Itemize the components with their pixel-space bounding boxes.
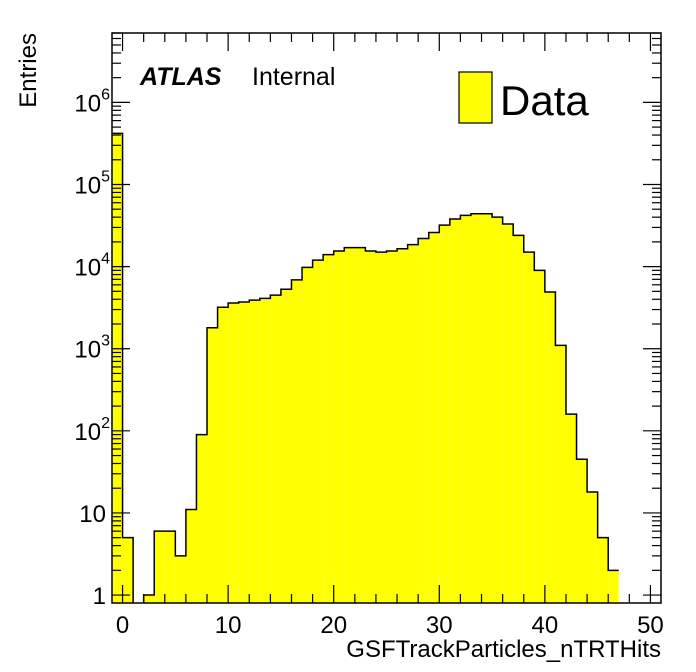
histogram-bar (217, 307, 229, 603)
histogram-bar (608, 570, 619, 603)
histogram-bar (238, 302, 250, 603)
histogram-bar (312, 260, 324, 603)
histogram-bar (470, 213, 482, 603)
histogram-bar (555, 345, 566, 603)
histogram-bar (196, 434, 208, 603)
plot-area (112, 132, 619, 603)
histogram-bar (565, 414, 577, 603)
histogram-bar (407, 244, 419, 603)
status-label: Internal (252, 63, 335, 91)
histogram-bar (397, 248, 408, 603)
y-tick-label: 106 (74, 86, 110, 117)
x-tick-label: 20 (320, 612, 347, 639)
y-tick-label: 1 (93, 583, 106, 610)
x-tick-label: 0 (116, 612, 129, 639)
histogram-bar (481, 213, 493, 603)
histogram-bar (502, 224, 514, 603)
histogram-bar (418, 238, 429, 603)
x-tick-label: 40 (532, 612, 559, 639)
histogram-bar (154, 531, 165, 603)
histogram-bar (534, 270, 545, 603)
atlas-label: ATLAS (139, 63, 222, 91)
histogram-bar (175, 555, 186, 603)
histogram-bar (143, 595, 155, 603)
histogram-bar (386, 250, 398, 603)
y-tick-label: 105 (74, 168, 110, 199)
histogram-outline (112, 132, 619, 603)
x-tick-label: 30 (426, 612, 453, 639)
histogram-bar (576, 459, 588, 603)
histogram-bar (492, 217, 503, 603)
histogram-bar (439, 225, 450, 603)
histogram-bar (259, 298, 271, 603)
y-tick-label: 102 (74, 415, 110, 446)
histogram-bar (291, 279, 303, 603)
histogram-bar (249, 300, 260, 603)
legend-entry-label: Data (500, 77, 589, 124)
plot-frame (111, 32, 662, 604)
histogram-bar (207, 327, 218, 603)
x-tick-label: 10 (215, 612, 242, 639)
histogram-bar (164, 531, 176, 603)
histogram-bar (112, 133, 123, 603)
histogram-bar (460, 215, 471, 603)
y-tick-label: 103 (74, 333, 110, 364)
histogram-bar (449, 219, 461, 603)
legend-swatch (458, 71, 493, 124)
y-axis-title: Entries (15, 33, 42, 108)
histogram-bar (587, 491, 598, 603)
histogram-bar (513, 235, 524, 603)
histogram-bar (323, 254, 334, 603)
histogram-bar (375, 252, 387, 603)
histogram-bar (280, 289, 292, 603)
histogram-bar (333, 250, 345, 603)
histogram-bar (544, 292, 556, 603)
histogram-bar (270, 295, 281, 603)
histogram-bar (302, 267, 313, 603)
y-tick-label: 104 (74, 251, 110, 282)
histogram-bar (185, 509, 197, 603)
histogram-bar (122, 537, 134, 603)
histogram-bar (365, 250, 376, 603)
histogram-bar (597, 537, 609, 603)
y-tick-label: 10 (79, 501, 106, 528)
histogram-bar (428, 232, 440, 603)
histogram-bar (228, 303, 239, 603)
histogram-bar (354, 247, 366, 603)
histogram-bar (344, 247, 355, 603)
x-tick-label: 50 (637, 612, 664, 639)
x-axis-title: GSFTrackParticles_nTRTHits (346, 636, 661, 663)
histogram-bar (523, 252, 535, 603)
